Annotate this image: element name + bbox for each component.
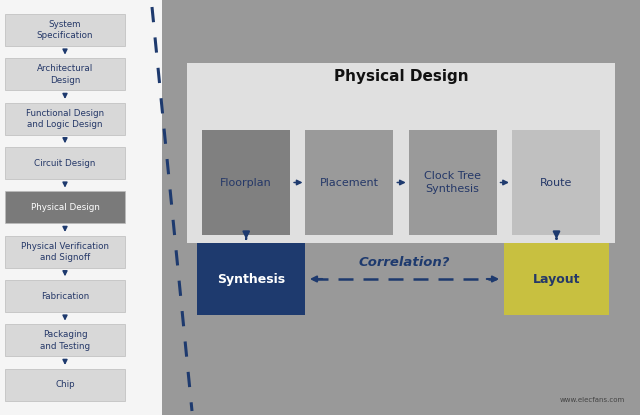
Bar — [5, 236, 125, 268]
Text: Packaging
and Testing: Packaging and Testing — [40, 330, 90, 351]
Bar — [162, 0, 640, 415]
Text: Functional Design
and Logic Design: Functional Design and Logic Design — [26, 109, 104, 129]
Text: Architectural
Design: Architectural Design — [37, 64, 93, 85]
Bar — [187, 63, 615, 243]
Text: Route: Route — [540, 178, 572, 188]
Bar — [5, 147, 125, 179]
Bar — [202, 130, 290, 235]
Bar — [0, 0, 162, 415]
Bar — [512, 130, 600, 235]
Text: Circuit Design: Circuit Design — [35, 159, 96, 168]
Bar — [504, 243, 609, 315]
Bar — [5, 103, 125, 135]
Bar — [408, 130, 497, 235]
Text: www.elecfans.com: www.elecfans.com — [560, 397, 625, 403]
Text: Physical Verification
and Signoff: Physical Verification and Signoff — [21, 242, 109, 262]
Bar — [5, 369, 125, 401]
Bar — [5, 280, 125, 312]
Text: Floorplan: Floorplan — [220, 178, 272, 188]
Bar — [305, 130, 394, 235]
Text: Layout: Layout — [532, 273, 580, 286]
Text: Correlation?: Correlation? — [359, 256, 450, 269]
Text: Synthesis: Synthesis — [217, 273, 285, 286]
Bar — [197, 243, 305, 315]
Text: System
Specification: System Specification — [36, 20, 93, 40]
Text: Clock Tree
Synthesis: Clock Tree Synthesis — [424, 171, 481, 194]
Bar — [5, 325, 125, 356]
Bar — [5, 191, 125, 224]
Text: Physical Design: Physical Design — [31, 203, 99, 212]
Bar — [5, 59, 125, 90]
Text: Placement: Placement — [320, 178, 379, 188]
Bar — [5, 14, 125, 46]
Text: Fabrication: Fabrication — [41, 292, 89, 300]
Text: Physical Design: Physical Design — [333, 69, 468, 85]
Text: Chip: Chip — [55, 380, 75, 389]
